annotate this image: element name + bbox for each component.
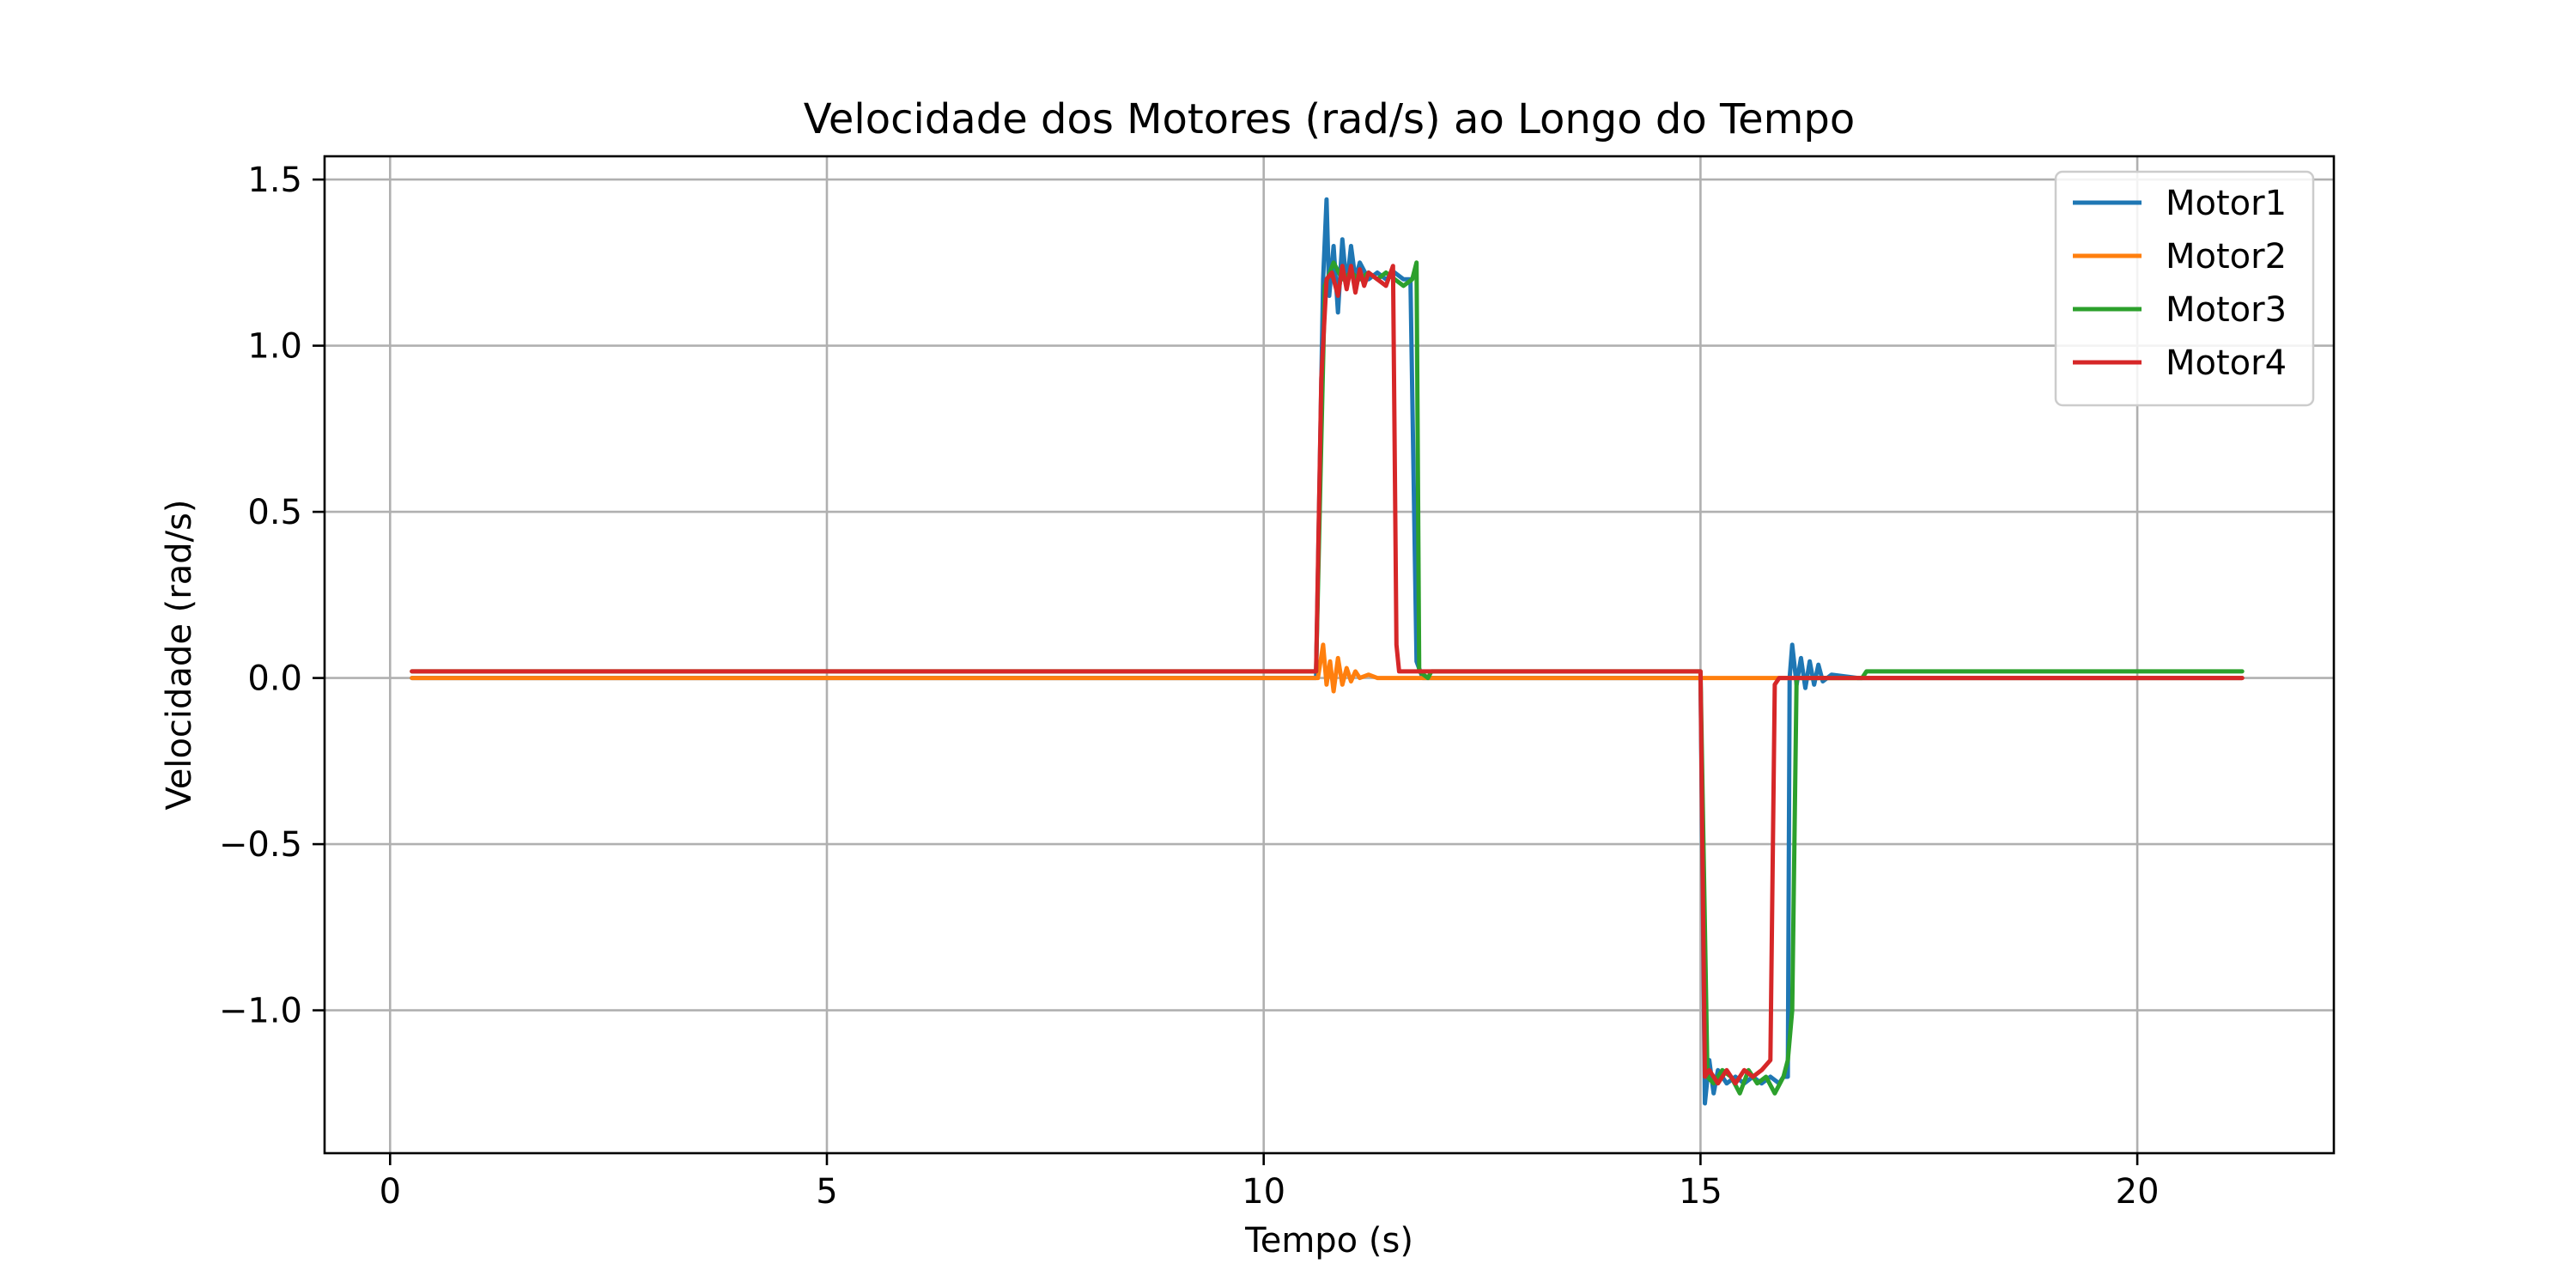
- y-tick-label: −1.0: [219, 992, 302, 1031]
- y-tick-label: 0.0: [247, 659, 302, 699]
- x-tick-label: 15: [1679, 1172, 1722, 1212]
- plot-area-frame: [323, 155, 2336, 1155]
- legend-label: Motor2: [2166, 237, 2287, 276]
- x-tick-label: 20: [2116, 1172, 2160, 1212]
- x-axis-label: Tempo (s): [1244, 1221, 1413, 1261]
- y-tick-label: −0.5: [219, 825, 302, 865]
- series-line-motor4: [410, 264, 2245, 1086]
- legend-label: Motor1: [2166, 184, 2287, 223]
- y-tick-label: 0.5: [247, 493, 302, 532]
- legend-frame: [2054, 170, 2315, 407]
- x-tick-label: 5: [816, 1172, 837, 1212]
- legend: Motor1 Motor2 Motor3 Motor4: [2054, 170, 2315, 407]
- x-tick-label: 10: [1242, 1172, 1285, 1212]
- series-lines: [410, 197, 2245, 1106]
- series-line-motor2: [410, 642, 2245, 694]
- chart-title: Velocidade dos Motores (rad/s) ao Longo …: [804, 95, 1855, 143]
- y-tick-label: 1.5: [247, 161, 302, 200]
- x-tick-label: 0: [380, 1172, 401, 1212]
- legend-label: Motor4: [2166, 343, 2287, 383]
- y-axis-label: Velocidade (rad/s): [160, 499, 199, 810]
- y-tick-label: 1.0: [247, 327, 302, 367]
- legend-label: Motor3: [2166, 290, 2287, 330]
- axis-ticks: 0 5 10 15 20 −1.0 −0.5 0.0 0.5 1.0 1.5: [219, 161, 2160, 1212]
